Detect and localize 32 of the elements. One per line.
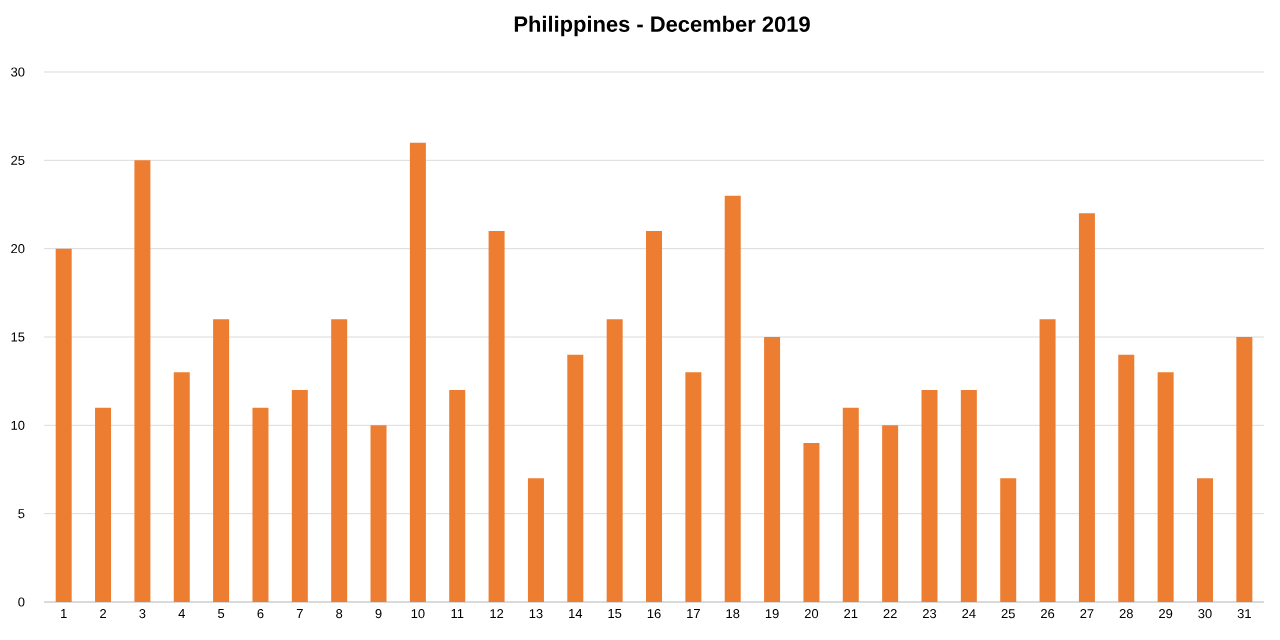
bar [567, 354, 584, 602]
bar [724, 195, 741, 602]
bar [213, 319, 230, 602]
bar [1000, 478, 1017, 602]
bar [606, 319, 623, 602]
bar [685, 372, 702, 602]
bar [1157, 372, 1174, 602]
bar [842, 407, 859, 602]
bar [960, 390, 977, 602]
bar [55, 248, 72, 602]
bar [291, 390, 308, 602]
bar [646, 231, 663, 602]
bar [803, 443, 820, 602]
bar [1078, 213, 1095, 602]
bar [1236, 337, 1253, 602]
bar [331, 319, 348, 602]
bar [527, 478, 544, 602]
bar [1039, 319, 1056, 602]
bar [134, 160, 151, 602]
bar [488, 231, 505, 602]
bar [764, 337, 781, 602]
bar [370, 425, 387, 602]
bar [173, 372, 190, 602]
bar [1196, 478, 1213, 602]
bar [921, 390, 938, 602]
bar [449, 390, 466, 602]
bar [95, 407, 112, 602]
bar [882, 425, 899, 602]
bar [409, 142, 426, 602]
bar [252, 407, 269, 602]
bar [1118, 354, 1135, 602]
chart-title: Philippines - December 2019 [514, 15, 810, 37]
